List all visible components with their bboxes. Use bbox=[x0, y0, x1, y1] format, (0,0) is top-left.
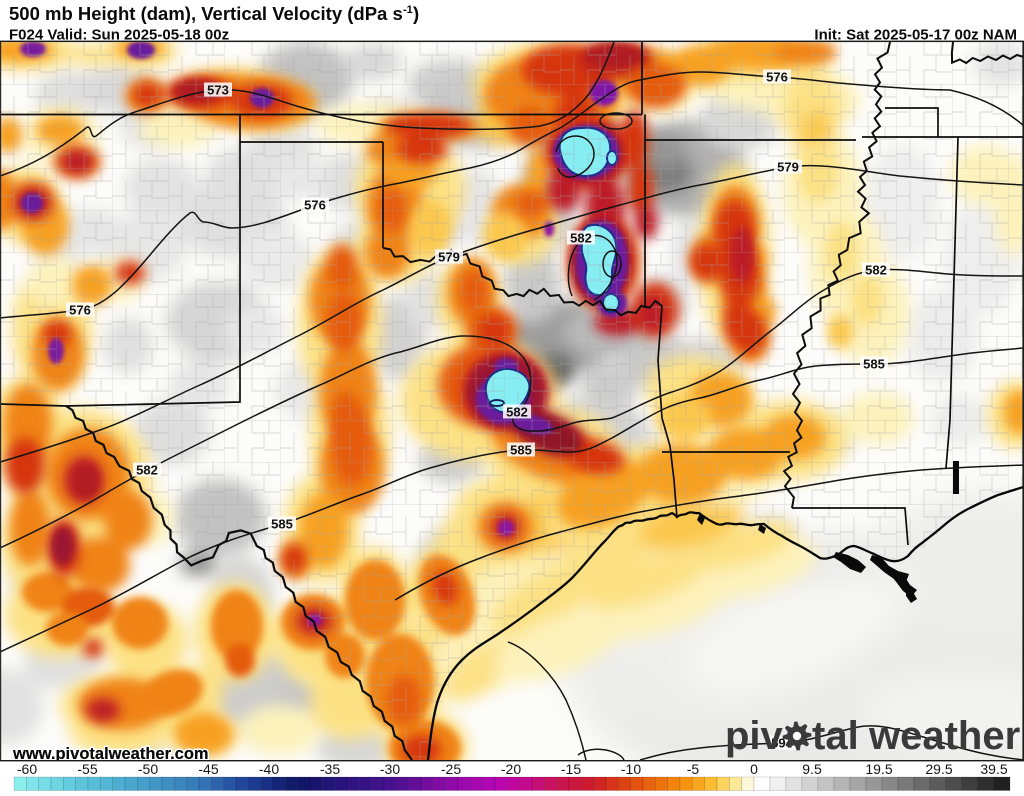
svg-text:576: 576 bbox=[69, 303, 91, 318]
svg-text:576: 576 bbox=[304, 198, 326, 213]
svg-text:weather: weather bbox=[868, 714, 1020, 758]
svg-text:579: 579 bbox=[438, 250, 460, 265]
svg-text:39.5: 39.5 bbox=[980, 761, 1007, 777]
svg-text:): ) bbox=[413, 3, 419, 24]
svg-text:29.5: 29.5 bbox=[925, 761, 952, 777]
svg-text:582: 582 bbox=[136, 463, 158, 478]
svg-text:585: 585 bbox=[863, 357, 885, 372]
svg-text:-25: -25 bbox=[441, 761, 461, 777]
svg-text:582: 582 bbox=[865, 263, 887, 278]
svg-text:-20: -20 bbox=[501, 761, 521, 777]
svg-text:F024 Valid: Sun 2025-05-18 00z: F024 Valid: Sun 2025-05-18 00z bbox=[9, 27, 229, 44]
svg-text:-55: -55 bbox=[77, 761, 97, 777]
svg-text:-5: -5 bbox=[687, 761, 700, 777]
svg-text:www.pivotalweather.com: www.pivotalweather.com bbox=[12, 745, 209, 763]
svg-text:576: 576 bbox=[766, 70, 788, 85]
svg-text:-50: -50 bbox=[138, 761, 158, 777]
svg-text:-35: -35 bbox=[320, 761, 340, 777]
svg-text:585: 585 bbox=[271, 517, 293, 532]
svg-text:-30: -30 bbox=[380, 761, 400, 777]
svg-text:-45: -45 bbox=[198, 761, 218, 777]
svg-text:573: 573 bbox=[207, 83, 229, 98]
svg-text:www.pivotalweather.com: www.pivotalweather.com bbox=[12, 745, 209, 763]
svg-text:-40: -40 bbox=[259, 761, 279, 777]
svg-text:500 mb Height (dam), Vertical: 500 mb Height (dam), Vertical Velocity (… bbox=[9, 3, 403, 24]
svg-text:piv: piv bbox=[725, 714, 784, 758]
svg-text:0: 0 bbox=[750, 761, 758, 777]
svg-text:-60: -60 bbox=[17, 761, 37, 777]
svg-text:582: 582 bbox=[506, 405, 528, 420]
svg-text:582: 582 bbox=[570, 231, 592, 246]
svg-text:-1: -1 bbox=[403, 4, 413, 16]
svg-text:579: 579 bbox=[777, 160, 799, 175]
svg-text:Init: Sat 2025-05-17 00z NAM: Init: Sat 2025-05-17 00z NAM bbox=[814, 27, 1017, 44]
svg-text:585: 585 bbox=[510, 443, 532, 458]
svg-text:-10: -10 bbox=[621, 761, 641, 777]
svg-text:19.5: 19.5 bbox=[865, 761, 892, 777]
svg-text:tal: tal bbox=[812, 714, 859, 758]
svg-text:-15: -15 bbox=[561, 761, 581, 777]
svg-text:9.5: 9.5 bbox=[802, 761, 822, 777]
